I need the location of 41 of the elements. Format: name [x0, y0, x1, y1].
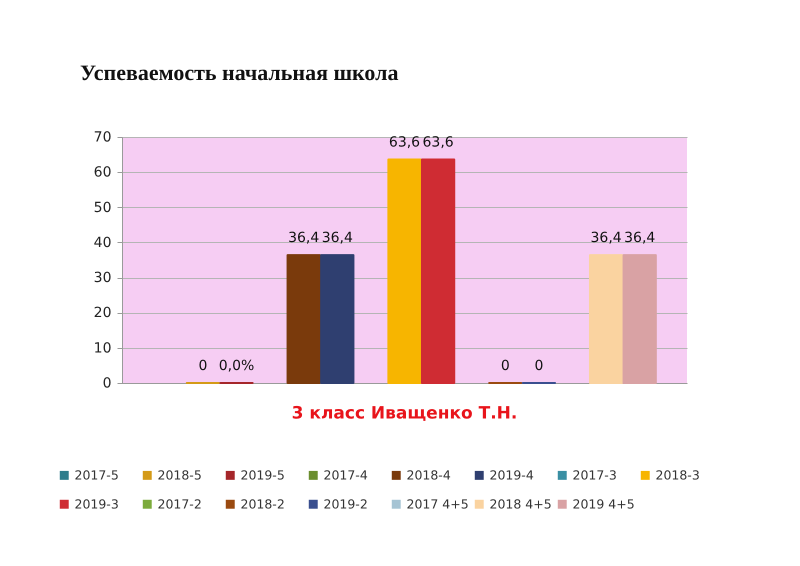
legend-label: 2018-3 — [656, 467, 700, 482]
bar — [420, 158, 456, 384]
legend-label: 2017-3 — [572, 467, 617, 482]
data-label: 0 — [500, 358, 510, 374]
legend-label: 2018 4+5 — [490, 496, 552, 512]
data-label: 36,4 — [322, 230, 353, 246]
data-label: 36,4 — [590, 230, 622, 246]
legend-label: 2019-4 — [490, 467, 534, 482]
data-label: 36,4 — [288, 230, 320, 246]
bar — [387, 158, 422, 384]
legend-label: 2018-5 — [158, 467, 202, 482]
legend-label: 2019-5 — [240, 467, 285, 482]
data-label: 63,6 — [422, 134, 454, 150]
y-tick-label: 20 — [94, 305, 112, 322]
legend-label: 2019 4+5 — [572, 496, 635, 512]
data-label: 0 — [198, 358, 208, 374]
bar — [320, 254, 354, 384]
bar — [286, 254, 321, 384]
y-tick-label: 60 — [94, 164, 112, 181]
data-label: 0 — [534, 358, 544, 374]
legend-label: 2018-4 — [406, 467, 451, 482]
data-label: 63,6 — [388, 134, 420, 150]
data-label: 36,4 — [624, 230, 656, 246]
legend-label: 2019-3 — [74, 496, 119, 512]
legend-label: 2017-5 — [74, 467, 119, 482]
y-tick-label: 30 — [94, 270, 112, 286]
legend-label: 2017-2 — [158, 496, 202, 512]
legend-label: 2017 4+5 — [406, 496, 469, 512]
x-tick-label: 3 класс Иващенко Т.Н. — [292, 404, 518, 424]
data-label: 0,0% — [218, 358, 254, 374]
legend-label: 2018-2 — [240, 496, 285, 512]
bar — [622, 254, 657, 384]
y-tick-label: 40 — [94, 234, 112, 251]
legend-label: 2019-2 — [324, 496, 368, 512]
y-tick-label: 0 — [102, 376, 112, 392]
y-tick-label: 50 — [94, 200, 112, 216]
bar — [588, 254, 624, 384]
y-tick-label: 70 — [94, 130, 112, 146]
legend-label: 2017-4 — [324, 467, 368, 482]
chart-title: Успеваемость начальная школа — [80, 60, 398, 85]
y-tick-label: 10 — [94, 340, 112, 356]
